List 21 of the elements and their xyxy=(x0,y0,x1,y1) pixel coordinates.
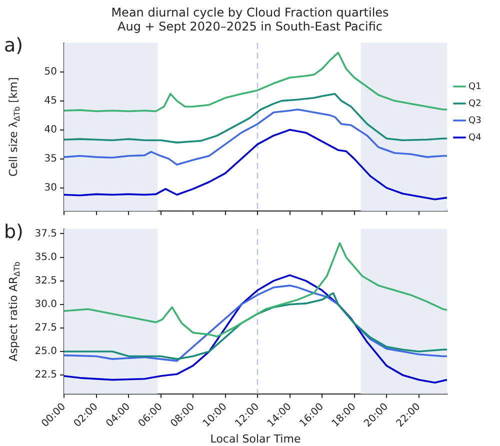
x-axis-title: Local Solar Time xyxy=(210,432,301,446)
chart-subtitle: Aug + Sept 2020–2025 in South-East Pacific xyxy=(118,20,382,34)
y-tick-label: 37.5 xyxy=(34,228,57,240)
y-tick-label: 27.5 xyxy=(34,322,57,334)
legend-label: Q1 xyxy=(468,82,482,92)
y-tick-label: 30.0 xyxy=(34,298,57,310)
legend-label: Q2 xyxy=(468,98,482,109)
y-tick-label: 35.0 xyxy=(34,252,57,263)
y-tick-label: 32.5 xyxy=(34,275,57,286)
legend-label: Q3 xyxy=(468,116,482,126)
text: a) xyxy=(4,34,24,57)
y-tick-label: 22.5 xyxy=(34,370,57,381)
legend-label: Q4 xyxy=(468,132,482,143)
chart-title: Mean diurnal cycle by Cloud Fraction quartiles xyxy=(111,5,389,20)
text: b) xyxy=(4,220,24,243)
y-tick-label: 25.0 xyxy=(34,346,57,358)
y-tick-label: 45 xyxy=(44,95,57,106)
y-tick-label: 50 xyxy=(44,66,57,78)
y-tick-label: 30 xyxy=(44,182,57,194)
y-tick-label: 35 xyxy=(44,153,57,164)
y-tick-label: 40 xyxy=(44,124,57,136)
